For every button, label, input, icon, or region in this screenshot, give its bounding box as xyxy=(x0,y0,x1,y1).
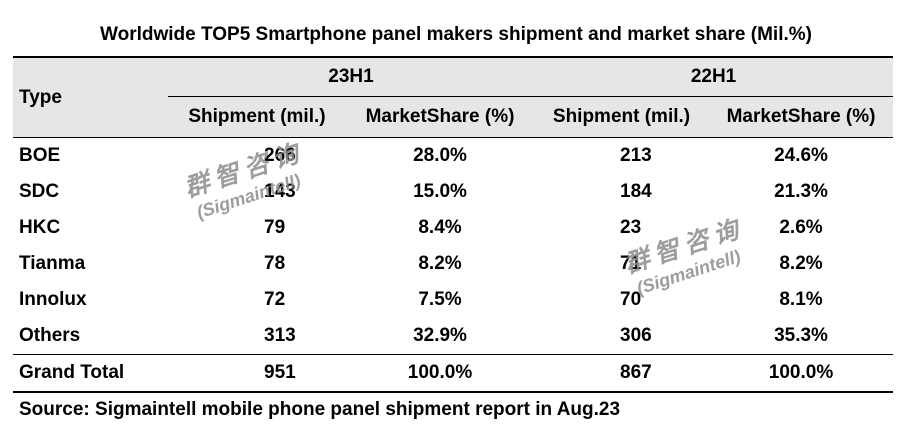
cell-share-23h1: 15.0% xyxy=(413,181,467,202)
cell-share-22h1: 2.6% xyxy=(779,217,823,238)
cell-shipment-23h1: 266 xyxy=(168,137,346,174)
row-name: Tianma xyxy=(19,253,86,274)
cell-shipment-22h1: 867 xyxy=(534,354,710,393)
header-period-23h1: 23H1 xyxy=(168,56,535,97)
cell-shipment-22h1: 23 xyxy=(620,217,642,238)
header-period-22h1: 22H1 xyxy=(534,56,894,97)
table-row: SDC 143 15.0% 184 21.3% xyxy=(13,174,893,210)
row-name: HKC xyxy=(19,217,61,238)
cell-shipment-22h1: 71 xyxy=(620,253,642,274)
cell-share-23h1: 28.0% xyxy=(346,137,535,174)
shipment-table: Type 23H1 22H1 Shipment (mil.) MarketSha… xyxy=(13,56,894,393)
table-row: Grand Total 951 100.0% 867 100.0% xyxy=(13,354,894,393)
cell-share-23h1: 32.9% xyxy=(413,325,467,346)
table-row: BOE 266 28.0% 213 24.6% xyxy=(13,137,894,174)
cell-share-22h1: 21.3% xyxy=(774,181,828,202)
cell-shipment-22h1: 306 xyxy=(620,325,652,346)
cell-shipment-22h1: 213 xyxy=(534,137,710,174)
header-shipment-23h1: Shipment (mil.) xyxy=(188,106,326,127)
cell-shipment-23h1: 951 xyxy=(168,354,346,393)
cell-share-23h1: 8.4% xyxy=(418,217,462,238)
header-share-23h1: MarketShare (%) xyxy=(365,106,515,127)
table-row: Tianma 78 8.2% 71 8.2% xyxy=(13,246,893,282)
cell-shipment-23h1: 143 xyxy=(264,181,296,202)
cell-shipment-23h1: 79 xyxy=(264,217,286,238)
row-name: Others xyxy=(19,325,81,346)
row-name: BOE xyxy=(13,137,168,174)
cell-shipment-23h1: 313 xyxy=(264,325,296,346)
cell-share-22h1: 24.6% xyxy=(709,137,894,174)
cell-share-23h1: 8.2% xyxy=(418,253,462,274)
table-row: Innolux 72 7.5% 70 8.1% xyxy=(13,282,893,318)
source-note: Source: Sigmaintell mobile phone panel s… xyxy=(19,399,621,420)
cell-share-23h1: 7.5% xyxy=(418,289,462,310)
table-title: Worldwide TOP5 Smartphone panel makers s… xyxy=(100,24,812,45)
cell-share-22h1: 8.1% xyxy=(779,289,823,310)
header-shipment-22h1: Shipment (mil.) xyxy=(552,106,691,127)
table-row: Others 313 32.9% 306 35.3% xyxy=(13,318,893,355)
cell-share-22h1: 100.0% xyxy=(709,354,894,393)
table-row: HKC 79 8.4% 23 2.6% xyxy=(13,210,893,246)
header-type: Type xyxy=(13,56,168,138)
cell-shipment-23h1: 78 xyxy=(264,253,286,274)
cell-shipment-22h1: 184 xyxy=(620,181,652,202)
row-name: SDC xyxy=(19,181,60,202)
cell-share-22h1: 8.2% xyxy=(779,253,823,274)
cell-share-23h1: 100.0% xyxy=(346,354,535,393)
cell-shipment-22h1: 70 xyxy=(620,289,642,310)
row-name: Innolux xyxy=(19,289,87,310)
header-share-22h1: MarketShare (%) xyxy=(726,106,876,127)
cell-share-22h1: 35.3% xyxy=(774,325,828,346)
cell-shipment-23h1: 72 xyxy=(264,289,286,310)
row-name: Grand Total xyxy=(13,354,168,393)
